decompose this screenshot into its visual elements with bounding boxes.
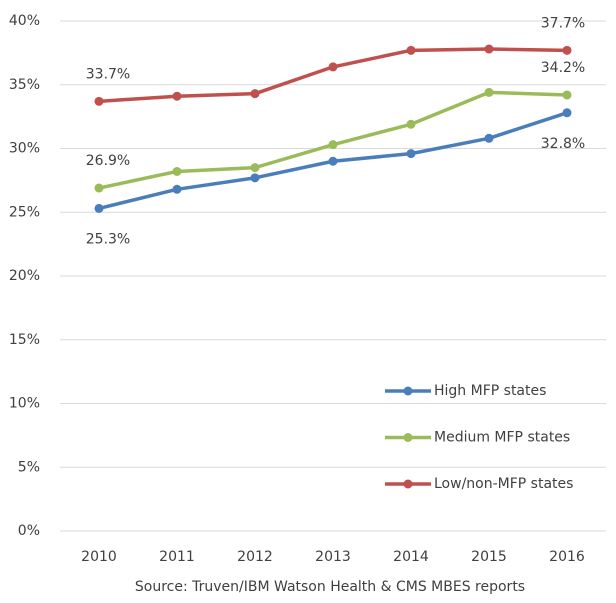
y-tick-label: 35% [9,77,40,93]
source-note: Source: Truven/IBM Watson Health & CMS M… [135,579,525,595]
data-point [406,45,416,55]
legend-marker [403,433,413,442]
data-point [94,96,104,106]
data-point [172,166,182,176]
y-tick-label: 5% [18,459,40,475]
data-point [484,87,494,97]
data-point [328,140,338,150]
data-point [172,91,182,101]
data-label: 33.7% [86,66,130,82]
data-point [562,45,572,55]
data-label: 26.9% [86,153,130,169]
y-tick-label: 25% [9,204,40,220]
x-tick-label: 2011 [159,549,195,565]
y-tick-label: 30% [9,141,40,157]
data-point [250,163,260,173]
legend-label: High MFP states [434,383,546,399]
y-tick-label: 40% [9,13,40,29]
x-tick-label: 2010 [81,549,117,565]
legend-marker [403,479,413,489]
data-point [94,203,104,213]
y-tick-label: 0% [18,523,40,539]
data-point [172,184,182,194]
data-label: 34.2% [541,60,585,76]
x-tick-label: 2015 [471,549,507,565]
data-point [250,173,260,183]
data-point [328,156,338,166]
data-point [484,133,494,143]
data-point [94,183,104,193]
data-point [406,119,416,129]
data-point [562,90,572,100]
data-point [562,108,572,118]
legend-label: Low/non-MFP states [434,476,573,492]
data-point [328,62,338,72]
y-tick-label: 15% [9,332,40,348]
data-point [484,44,494,54]
x-tick-label: 2012 [237,549,273,565]
x-tick-label: 2013 [315,549,351,565]
data-point [250,89,260,99]
legend-label: Medium MFP states [434,430,570,446]
data-label: 32.8% [541,136,585,152]
x-tick-label: 2016 [549,549,585,565]
data-label: 37.7% [541,15,585,31]
data-point [406,149,416,159]
x-tick-label: 2014 [393,549,429,565]
data-label: 25.3% [86,231,130,247]
y-tick-label: 20% [9,268,40,284]
y-tick-label: 10% [9,396,40,412]
legend-marker [403,386,413,396]
